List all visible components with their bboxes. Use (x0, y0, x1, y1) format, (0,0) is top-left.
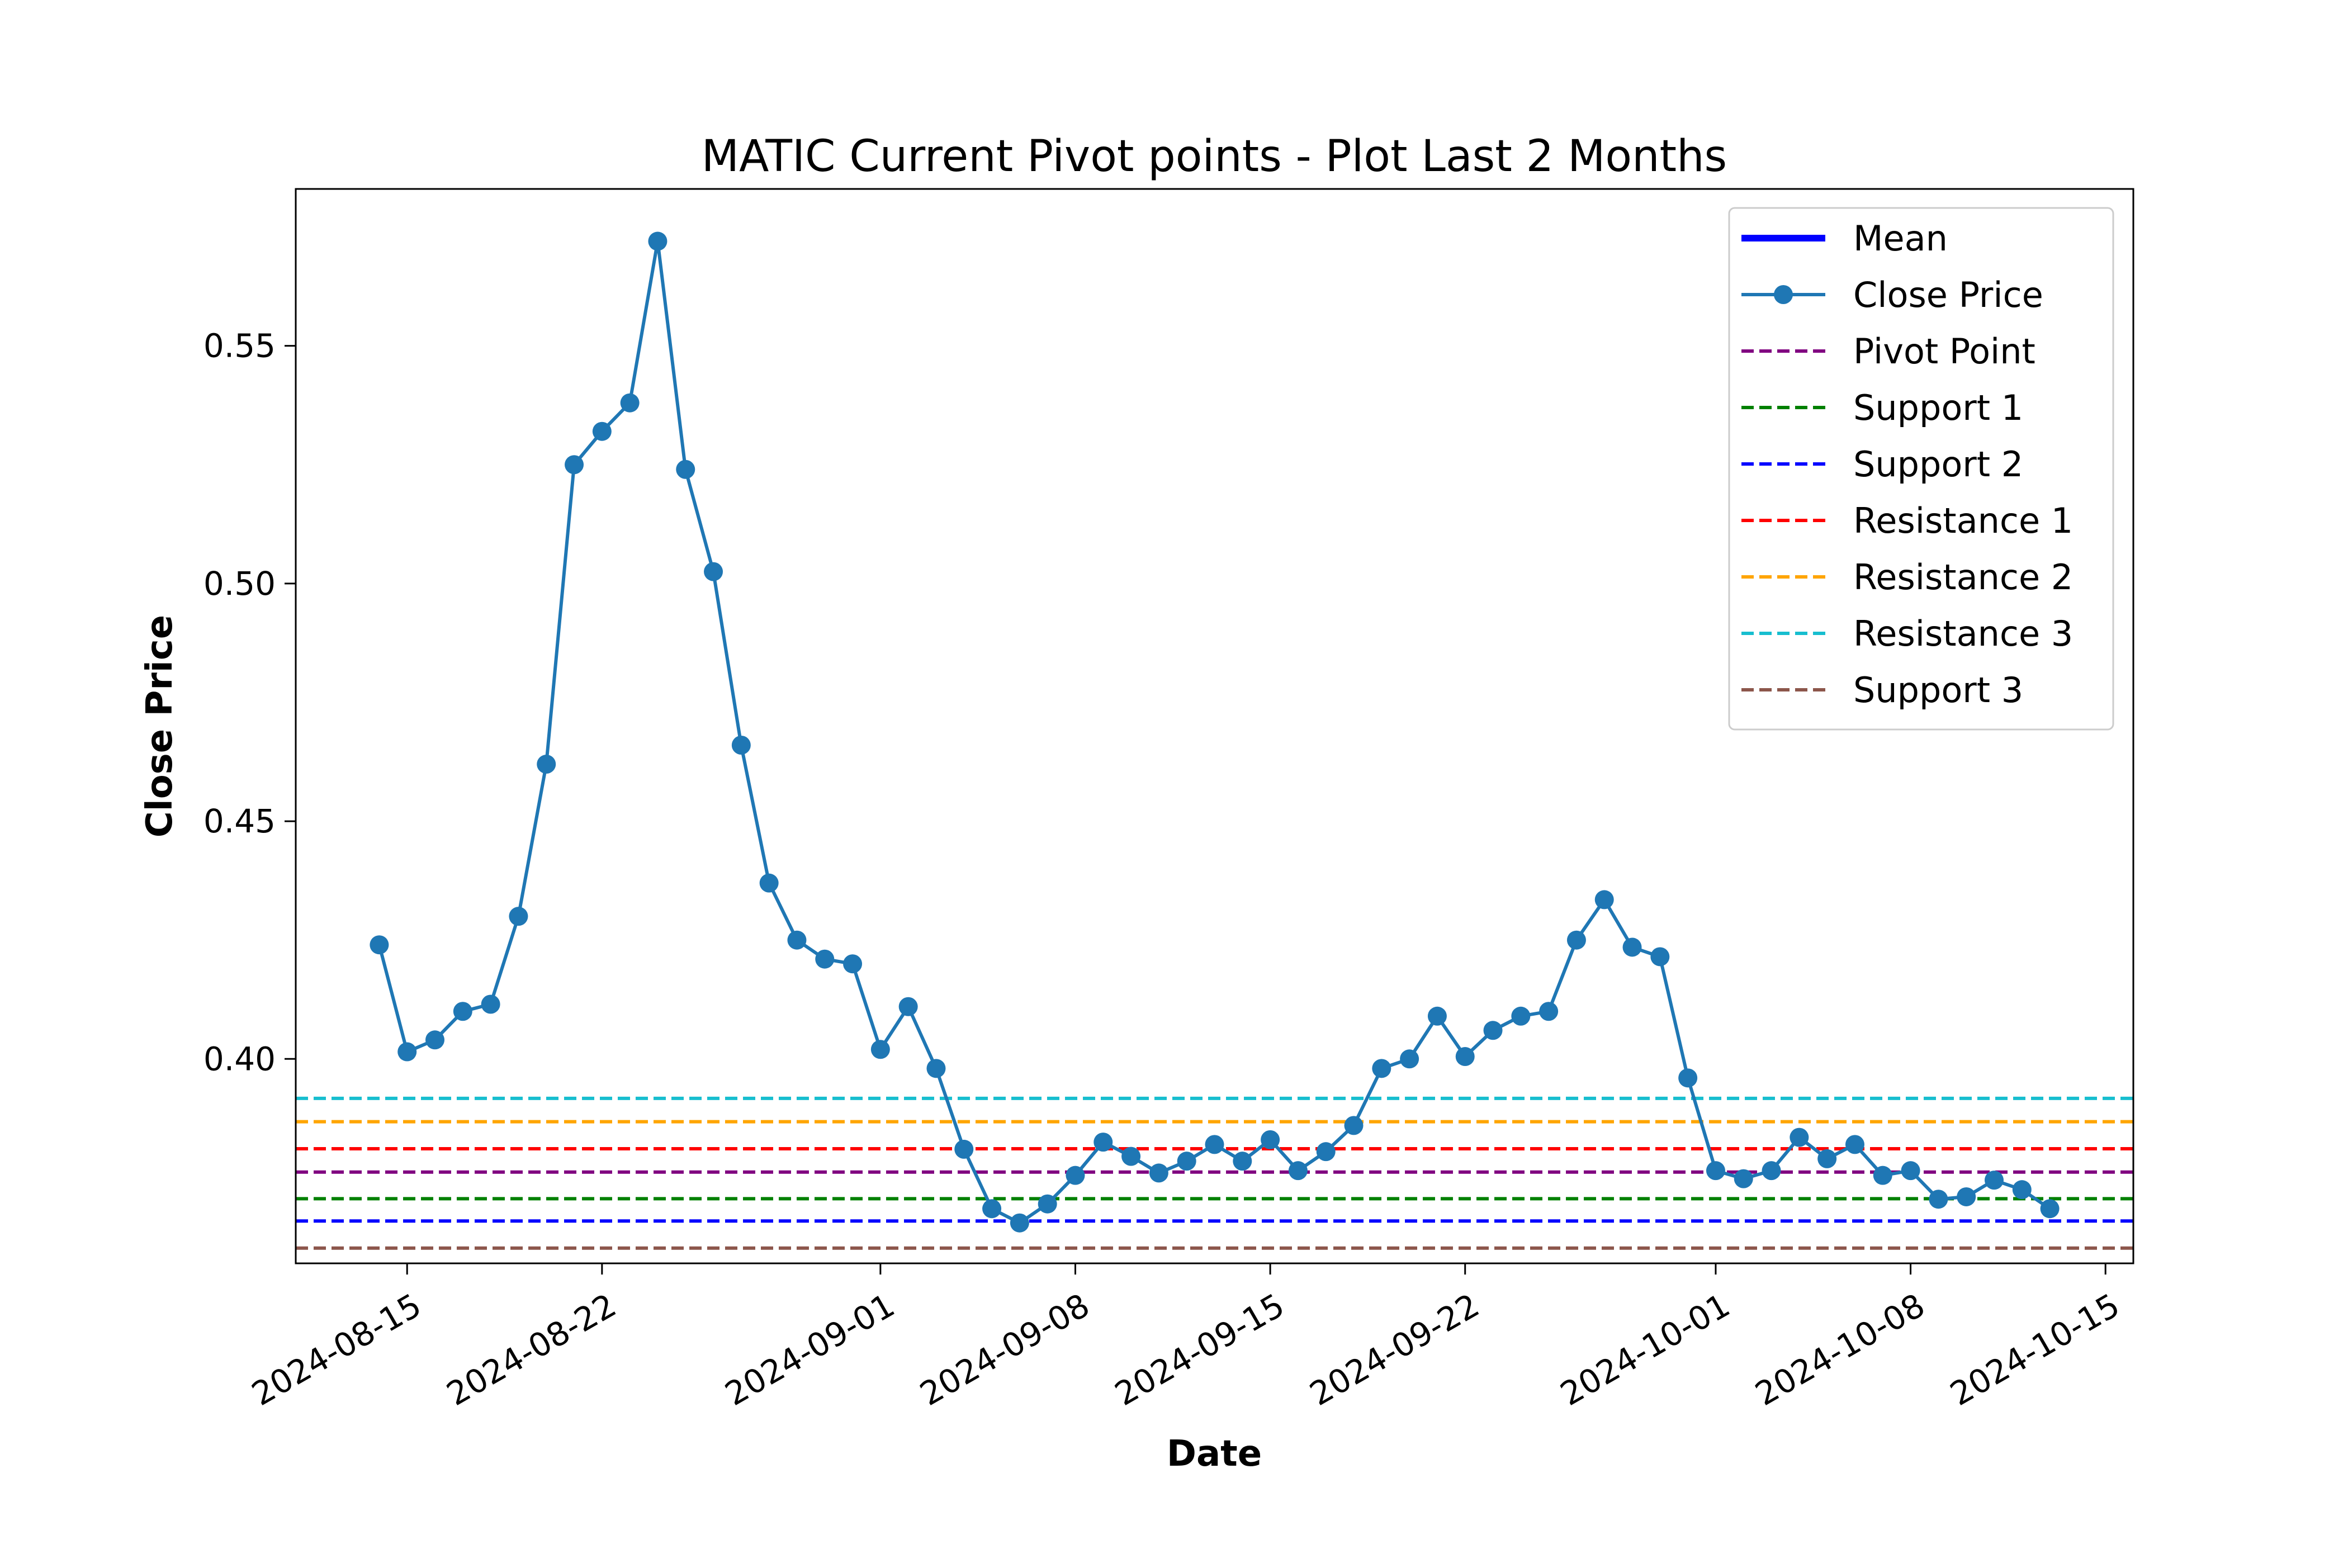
close-price-point (481, 994, 500, 1014)
close-price-point (1762, 1161, 1781, 1181)
legend-label: Support 1 (1853, 387, 2023, 428)
legend-label: Support 2 (1853, 444, 2023, 485)
close-price-point (1093, 1133, 1113, 1152)
close-price-point (982, 1199, 1002, 1219)
close-price-point (2012, 1180, 2032, 1200)
close-price-point (1873, 1166, 1892, 1185)
close-price-point (1400, 1049, 1419, 1069)
y-tick-label: 0.55 (203, 327, 276, 365)
close-price-point (1205, 1135, 1224, 1154)
close-price-point (843, 954, 863, 974)
close-price-point (370, 935, 389, 955)
close-price-point (1957, 1187, 1976, 1206)
legend-box (1728, 207, 2114, 731)
legend: Mean Close Price Pivot Point Support 1 Suppo… (1728, 207, 2114, 731)
close-price-point (759, 873, 779, 893)
close-price-point (1288, 1161, 1308, 1181)
legend-label: Close Price (1853, 274, 2043, 315)
close-price-point (676, 459, 695, 479)
close-price-point (1845, 1135, 1864, 1154)
close-price-point (1734, 1169, 1753, 1188)
y-axis-label: Close Price (139, 615, 181, 837)
close-price-point (565, 455, 584, 475)
close-price-point (1149, 1163, 1168, 1183)
close-price-point (1539, 1002, 1559, 1021)
close-price-point (1790, 1128, 1809, 1147)
close-price-point (870, 1040, 890, 1059)
axes-frame (295, 188, 2134, 1264)
close-price-point (926, 1059, 946, 1078)
close-price-point (1066, 1166, 1085, 1185)
close-price-point (815, 949, 835, 969)
y-axis: 0.40 0.45 0.50 0.55 (203, 327, 296, 1078)
legend-label: Resistance 2 (1853, 557, 2073, 598)
close-price-point (1678, 1068, 1698, 1088)
close-price-point (1177, 1152, 1196, 1171)
close-price-point (2040, 1199, 2060, 1219)
close-price-point (1121, 1147, 1141, 1166)
close-price-point (397, 1042, 417, 1062)
x-axis-label: Date (1167, 1433, 1262, 1475)
close-price-point (537, 755, 556, 774)
y-tick-label: 0.40 (203, 1040, 276, 1078)
close-price-point (1427, 1006, 1447, 1026)
close-price-point (1511, 1006, 1531, 1026)
plot-area (296, 1096, 2133, 1250)
close-price-point (1483, 1021, 1503, 1040)
close-price-point (1010, 1213, 1029, 1233)
close-price-point (425, 1030, 445, 1050)
close-price-point (1594, 890, 1614, 909)
chart-title: MATIC Current Pivot points - Plot Last 2… (702, 131, 1727, 182)
legend-label: Pivot Point (1853, 331, 2035, 372)
y-tick-label: 0.45 (203, 802, 276, 840)
close-price-point (1344, 1116, 1364, 1135)
close-price-point (1261, 1130, 1280, 1149)
close-price-point (898, 997, 918, 1016)
close-price-point (1455, 1047, 1475, 1067)
legend-label: Resistance 3 (1853, 613, 2073, 654)
close-price-point (592, 421, 612, 441)
close-price-point (1817, 1149, 1837, 1168)
series-layer (370, 231, 2060, 1233)
close-price-point (453, 1002, 472, 1021)
close-price-point (1929, 1190, 1948, 1209)
close-price-point (1316, 1142, 1336, 1162)
legend-label: Resistance 1 (1853, 500, 2073, 541)
close-price-point (1984, 1171, 2004, 1190)
close-price-point (704, 562, 723, 581)
legend-marker (1774, 285, 1793, 304)
close-price-point (1901, 1161, 1920, 1181)
close-price-point (787, 930, 807, 950)
legend-label: Mean (1853, 218, 1948, 259)
close-price-point (1622, 937, 1642, 957)
close-price-point (731, 736, 751, 755)
close-price-point (648, 231, 668, 251)
close-price-point (1566, 930, 1586, 950)
close-price-point (1706, 1161, 1725, 1181)
legend-label: Support 3 (1853, 670, 2023, 710)
close-price-point (954, 1139, 974, 1159)
close-price-point (1233, 1152, 1252, 1171)
close-price-point (1650, 947, 1670, 967)
y-tick-label: 0.50 (203, 565, 276, 603)
close-price-point (1038, 1194, 1057, 1214)
close-price-point (509, 907, 528, 926)
close-price-point (1372, 1059, 1391, 1078)
close-price-point (620, 393, 640, 413)
